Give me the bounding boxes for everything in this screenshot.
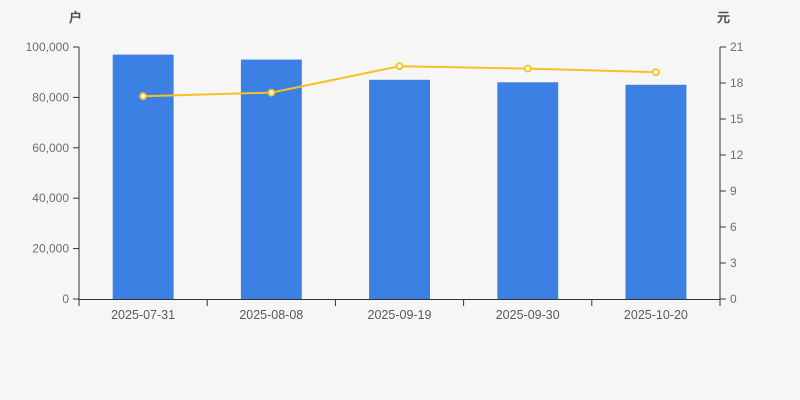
left-axis-tick-label: 40,000: [32, 191, 69, 205]
right-axis-tick-label: 0: [730, 292, 737, 306]
left-axis-tick-label: 60,000: [32, 141, 69, 155]
line-marker-2025-08-08: [267, 88, 276, 97]
x-axis-label: 2025-09-19: [368, 308, 432, 322]
left-axis-tick-label: 20,000: [32, 242, 69, 256]
line-marker-2025-10-20: [652, 68, 660, 77]
x-axis-label: 2025-10-20: [624, 308, 688, 322]
right-axis-tick-label: 6: [730, 220, 737, 234]
bar-2025-09-30: [497, 82, 559, 299]
x-axis-label: 2025-08-08: [239, 308, 303, 322]
line-marker-2025-07-31: [139, 92, 148, 101]
right-axis-tick-label: 18: [730, 76, 744, 90]
left-axis-tick-label: 80,000: [32, 90, 69, 104]
left-axis-tick-label: 0: [62, 292, 69, 306]
bar-2025-07-31: [112, 54, 174, 299]
left-axis-tick-label: 100,000: [26, 40, 70, 54]
x-axis-label: 2025-07-31: [111, 308, 175, 322]
right-axis-name: 元: [717, 10, 730, 25]
bar-2025-09-19: [369, 79, 430, 299]
right-axis-tick-label: 3: [730, 256, 737, 270]
line-marker-2025-09-30: [523, 64, 532, 73]
line-marker-2025-09-19: [395, 62, 404, 71]
left-axis-name: 户: [69, 10, 82, 25]
right-axis-tick-label: 9: [730, 184, 737, 198]
x-axis-label: 2025-09-30: [496, 308, 560, 322]
bar-2025-08-08: [240, 59, 302, 299]
right-axis-tick-label: 15: [730, 112, 744, 126]
bar-2025-10-20: [625, 84, 687, 299]
right-axis-tick-label: 12: [730, 148, 744, 162]
right-axis-tick-label: 21: [730, 40, 744, 54]
